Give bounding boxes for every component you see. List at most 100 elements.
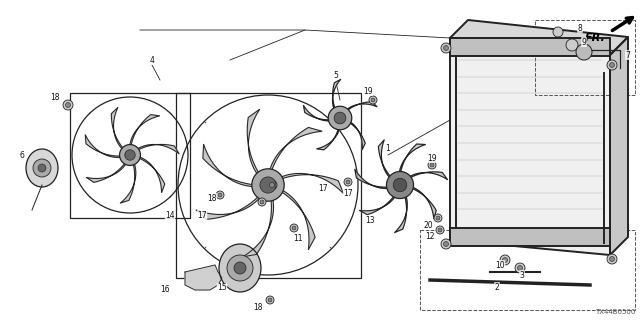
Circle shape <box>33 159 51 177</box>
Circle shape <box>216 191 224 199</box>
Polygon shape <box>185 265 222 290</box>
Circle shape <box>434 214 442 222</box>
Circle shape <box>428 161 436 169</box>
Ellipse shape <box>26 149 58 187</box>
Text: 9: 9 <box>582 37 586 46</box>
Bar <box>70 92 190 218</box>
Text: 20: 20 <box>423 220 433 229</box>
Circle shape <box>125 150 135 160</box>
Text: 18: 18 <box>253 303 263 313</box>
Text: FR.: FR. <box>585 33 606 43</box>
Text: 18: 18 <box>207 194 217 203</box>
Circle shape <box>609 257 614 261</box>
Text: 18: 18 <box>51 92 60 101</box>
Text: 15: 15 <box>217 284 227 292</box>
Polygon shape <box>610 37 628 255</box>
Circle shape <box>290 224 298 232</box>
Circle shape <box>369 96 377 104</box>
Circle shape <box>393 178 407 192</box>
Polygon shape <box>120 162 136 203</box>
Polygon shape <box>138 156 164 193</box>
Circle shape <box>607 60 617 70</box>
Circle shape <box>438 228 442 232</box>
Text: 17: 17 <box>318 183 328 193</box>
Text: TX44B0500: TX44B0500 <box>595 309 635 315</box>
Circle shape <box>267 180 277 190</box>
Circle shape <box>609 62 614 68</box>
Circle shape <box>518 266 522 270</box>
Text: 12: 12 <box>425 231 435 241</box>
Circle shape <box>334 112 346 124</box>
Circle shape <box>346 180 350 184</box>
Circle shape <box>258 198 266 206</box>
Text: 2: 2 <box>495 283 499 292</box>
Circle shape <box>63 100 73 110</box>
Circle shape <box>65 102 70 108</box>
Circle shape <box>444 242 449 246</box>
Text: 7: 7 <box>625 51 630 60</box>
Circle shape <box>515 263 525 273</box>
Polygon shape <box>450 38 610 255</box>
Polygon shape <box>317 124 340 150</box>
Circle shape <box>436 226 444 234</box>
Text: 6: 6 <box>20 150 24 159</box>
Text: 3: 3 <box>520 270 524 279</box>
Polygon shape <box>408 186 436 219</box>
Text: 5: 5 <box>333 70 339 79</box>
Circle shape <box>553 27 563 37</box>
Circle shape <box>502 258 508 262</box>
Circle shape <box>436 216 440 220</box>
Polygon shape <box>111 108 124 150</box>
Polygon shape <box>86 162 127 182</box>
Text: 16: 16 <box>160 285 170 294</box>
Polygon shape <box>278 173 344 194</box>
Circle shape <box>268 298 272 302</box>
Polygon shape <box>333 79 340 113</box>
Text: 19: 19 <box>427 154 437 163</box>
Ellipse shape <box>219 244 261 292</box>
Polygon shape <box>399 144 426 177</box>
Polygon shape <box>450 20 628 55</box>
Text: 1: 1 <box>386 143 390 153</box>
Polygon shape <box>196 195 262 219</box>
Bar <box>450 228 610 246</box>
Circle shape <box>38 164 46 172</box>
Circle shape <box>227 255 253 281</box>
Circle shape <box>576 44 592 60</box>
Polygon shape <box>85 135 122 157</box>
Circle shape <box>607 254 617 264</box>
Text: 17: 17 <box>343 188 353 197</box>
Polygon shape <box>405 172 447 180</box>
Circle shape <box>269 182 275 188</box>
Polygon shape <box>378 140 394 181</box>
Bar <box>420 230 635 310</box>
Polygon shape <box>203 144 256 187</box>
Bar <box>450 38 610 56</box>
Polygon shape <box>346 120 365 150</box>
Text: 13: 13 <box>365 215 375 225</box>
Text: 19: 19 <box>363 86 373 95</box>
Bar <box>535 20 635 95</box>
Bar <box>175 92 360 277</box>
Circle shape <box>260 200 264 204</box>
Circle shape <box>344 178 352 186</box>
Polygon shape <box>303 105 334 121</box>
Circle shape <box>218 193 222 197</box>
Text: 4: 4 <box>150 55 154 65</box>
Circle shape <box>430 163 434 167</box>
Circle shape <box>387 172 413 198</box>
Circle shape <box>292 226 296 230</box>
Text: 14: 14 <box>165 211 175 220</box>
Circle shape <box>566 39 578 51</box>
Circle shape <box>260 177 276 193</box>
Text: 17: 17 <box>197 211 207 220</box>
Text: 10: 10 <box>495 260 505 269</box>
Polygon shape <box>130 115 159 147</box>
Polygon shape <box>344 102 377 113</box>
Text: 8: 8 <box>578 23 582 33</box>
Polygon shape <box>269 127 322 173</box>
Polygon shape <box>247 109 260 176</box>
Text: 11: 11 <box>293 234 303 243</box>
Circle shape <box>328 106 352 130</box>
Circle shape <box>252 169 284 201</box>
